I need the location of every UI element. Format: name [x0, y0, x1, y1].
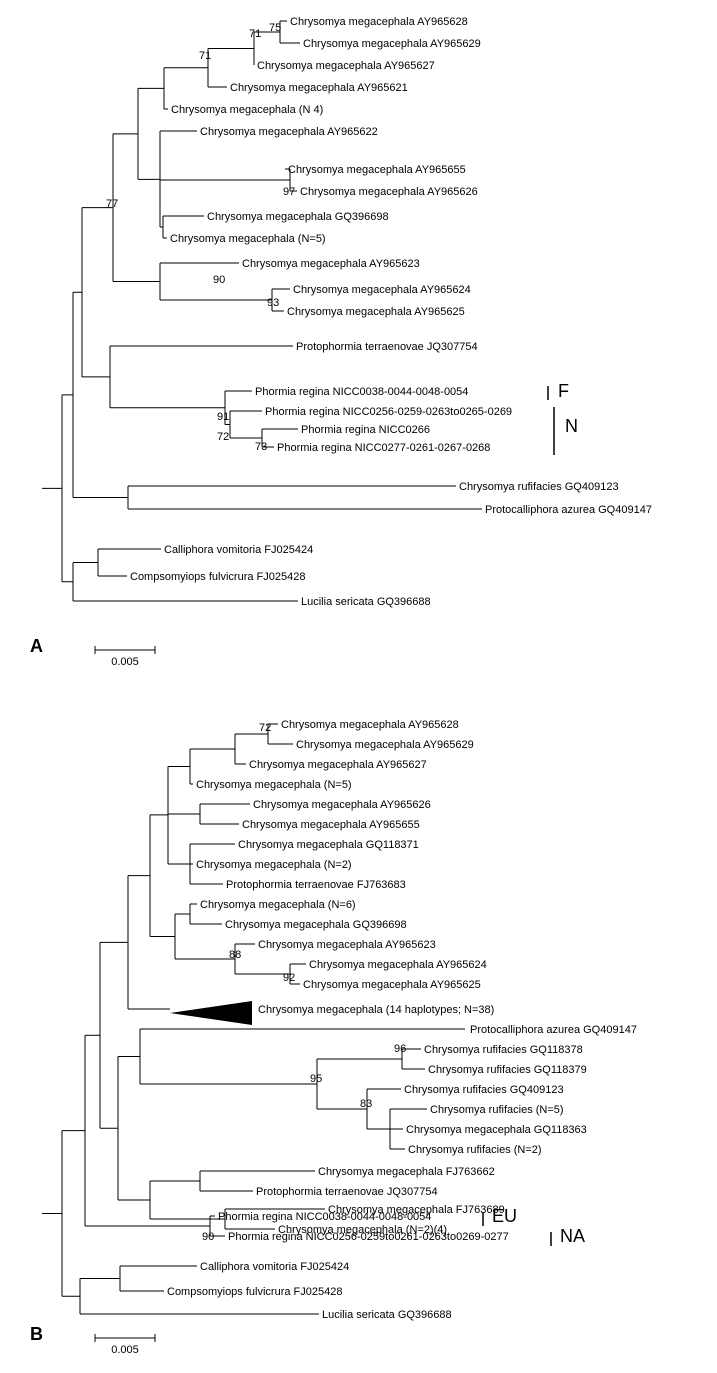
tree-panel: Chrysomya megacephala AY965628 Chrysomya … [30, 16, 652, 668]
bootstrap-support: 77 [106, 198, 118, 210]
scale-label: 0.005 [111, 656, 139, 668]
bootstrap-support: 90 [213, 274, 225, 286]
taxon-label: Lucilia sericata GQ396688 [322, 1309, 452, 1321]
taxon-label: Lucilia sericata GQ396688 [301, 596, 431, 608]
bootstrap-support: 72 [259, 722, 271, 734]
taxon-label: Chrysomya megacephala AY965627 [257, 60, 435, 72]
taxon-label: Phormia regina NICC0038-0044-0048-0054 [218, 1211, 431, 1223]
taxon-label: Chrysomya megacephala GQ118371 [238, 839, 419, 851]
bootstrap-support: 92 [283, 972, 295, 984]
bootstrap-support: 88 [229, 949, 241, 961]
taxon-label: Chrysomya megacephala AY965625 [287, 306, 465, 318]
taxon-label: Chrysomya megacephala AY965627 [249, 759, 427, 771]
bootstrap-support: 96 [394, 1043, 406, 1055]
taxon-label: Protophormia terraenovae JQ307754 [256, 1186, 438, 1198]
taxon-label: Chrysomya megacephala (N=5) [196, 779, 352, 791]
taxon-label: Compsomyiops fulvicrura FJ025428 [130, 571, 305, 583]
taxon-label: Phormia regina NICC0266 [301, 424, 430, 436]
bootstrap-support: 71 [199, 50, 211, 62]
taxon-label: Chrysomya megacephala AY965623 [242, 258, 420, 270]
taxon-label: Chrysomya megacephala GQ396698 [225, 919, 407, 931]
bootstrap-support: 83 [360, 1098, 372, 1110]
taxon-label: Chrysomya megacephala AY965629 [296, 739, 474, 751]
collapsed-clade-triangle [170, 1001, 252, 1025]
taxon-label: Chrysomya rufifacies GQ118378 [424, 1044, 583, 1056]
taxon-label: Chrysomya megacephala (N=6) [200, 899, 356, 911]
taxon-label: Protocalliphora azurea GQ409147 [485, 504, 652, 516]
bootstrap-support: 90 [202, 1231, 214, 1243]
taxon-label: Phormia regina NICC0256-0259to0261-0263t… [228, 1231, 509, 1243]
taxon-label: Chrysomya megacephala (14 haplotypes; N=… [258, 1004, 494, 1016]
taxon-label: Chrysomya megacephala AY965628 [281, 719, 459, 731]
taxon-label: Chrysomya megacephala (N=5) [170, 233, 326, 245]
taxon-label: Chrysomya megacephala (N 4) [171, 104, 323, 116]
tree-panel: Chrysomya megacephala AY965628 Chrysomya … [30, 719, 637, 1356]
taxon-label: Chrysomya megacephala AY965628 [290, 16, 468, 28]
taxon-label: Chrysomya rufifacies GQ409123 [459, 481, 619, 493]
bootstrap-support: 75 [269, 22, 281, 34]
taxon-label: Phormia regina NICC0256-0259-0263to0265-… [265, 406, 512, 418]
taxon-label: Protophormia terraenovae JQ307754 [296, 341, 478, 353]
taxon-label: Chrysomya rufifacies (N=5) [430, 1104, 564, 1116]
taxon-label: Phormia regina NICC0277-0261-0267-0268 [277, 442, 490, 454]
panel-label: A [30, 636, 43, 656]
bootstrap-support: 91 [217, 411, 229, 423]
taxon-label: Chrysomya megacephala AY965626 [253, 799, 431, 811]
taxon-label: Chrysomya megacephala AY965622 [200, 126, 378, 138]
bootstrap-support: 93 [267, 297, 279, 309]
taxon-label: Chrysomya megacephala FJ763662 [318, 1166, 495, 1178]
taxon-label: Chrysomya megacephala AY965655 [242, 819, 420, 831]
taxon-label: Chrysomya rufifacies GQ118379 [428, 1064, 587, 1076]
taxon-label: Chrysomya rufifacies (N=2) [408, 1144, 542, 1156]
clade-annotation: F [558, 381, 569, 401]
taxon-label: Protocalliphora azurea GQ409147 [470, 1024, 637, 1036]
taxon-label: Protophormia terraenovae FJ763683 [226, 879, 406, 891]
taxon-label: Chrysomya megacephala AY965624 [293, 284, 471, 296]
taxon-label: Chrysomya megacephala AY965655 [288, 164, 466, 176]
taxon-label: Chrysomya megacephala AY965621 [230, 82, 408, 94]
taxon-label: Chrysomya megacephala AY965623 [258, 939, 436, 951]
taxon-label: Chrysomya megacephala GQ118363 [406, 1124, 587, 1136]
bootstrap-support: 95 [310, 1073, 322, 1085]
bootstrap-support: 71 [249, 28, 261, 40]
taxon-label: Phormia regina NICC0038-0044-0048-0054 [255, 386, 468, 398]
bootstrap-support: 73 [255, 441, 267, 453]
taxon-label: Chrysomya megacephala AY965624 [309, 959, 487, 971]
taxon-label: Chrysomya rufifacies GQ409123 [404, 1084, 564, 1096]
bootstrap-support: 72 [217, 431, 229, 443]
clade-annotation: N [565, 416, 578, 436]
bootstrap-support: 97 [283, 186, 295, 198]
taxon-label: Compsomyiops fulvicrura FJ025428 [167, 1286, 342, 1298]
taxon-label: Chrysomya megacephala (N=2) [196, 859, 352, 871]
scale-label: 0.005 [111, 1344, 139, 1356]
taxon-label: Chrysomya megacephala GQ396698 [207, 211, 389, 223]
clade-annotation: EU [492, 1206, 517, 1226]
taxon-label: Chrysomya megacephala AY965625 [303, 979, 481, 991]
clade-annotation: NA [560, 1226, 585, 1246]
taxon-label: Calliphora vomitoria FJ025424 [164, 544, 313, 556]
panel-label: B [30, 1324, 43, 1344]
taxon-label: Chrysomya megacephala AY965626 [300, 186, 478, 198]
taxon-label: Chrysomya megacephala AY965629 [303, 38, 481, 50]
phylogenetic-trees: Chrysomya megacephala AY965628 Chrysomya … [0, 0, 717, 1373]
taxon-label: Calliphora vomitoria FJ025424 [200, 1261, 349, 1273]
